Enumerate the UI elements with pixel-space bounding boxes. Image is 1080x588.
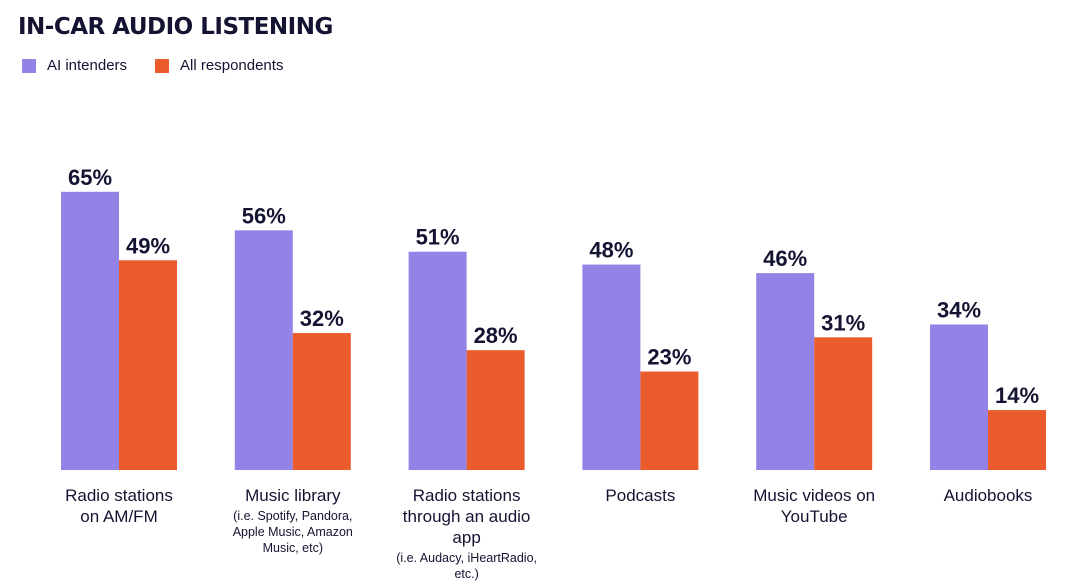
legend-swatch-ai-intenders [22,58,36,73]
data-label-ai-intenders-music-videos-on-youtube: 46% [763,246,807,271]
bar-all-respondents-music-library [292,333,351,470]
data-label-ai-intenders-radio-stations-through-an-audio-app: 51% [416,225,460,250]
category-label-radio-stations-through-an-audio-app: Radio stations through an audio app (i.e.… [392,485,542,582]
bar-ai-intenders-radio-stations-through-an-audio-app [408,251,467,470]
bar-ai-intenders-podcasts [582,264,641,470]
category-label-music-library: Music library (i.e. Spotify, Pandora, App… [223,485,363,556]
category-note: (i.e. Spotify, Pandora, Apple Music, Ama… [232,509,353,555]
category-name: Podcasts [605,486,676,505]
data-label-ai-intenders-audiobooks: 34% [937,297,981,322]
legend-label-all-respondents: All respondents [180,57,284,74]
category-name: Audiobooks [943,486,1033,505]
bar-ai-intenders-music-videos-on-youtube [756,273,815,470]
chart-title: IN-CAR AUDIO LISTENING [18,14,333,40]
category-name: Music videos on YouTube [753,486,876,526]
category-name: Radio stations through an audio app [402,486,531,547]
legend: AI intenders All respondents [22,57,311,74]
category-label-audiobooks: Audiobooks [928,485,1048,506]
data-label-all-respondents-radio-stations-through-an-audio-app: 28% [474,323,518,348]
category-name: Radio stations on AM/FM [65,486,173,526]
legend-swatch-all-respondents [155,58,170,73]
category-label-podcasts: Podcasts [580,485,700,506]
data-label-all-respondents-podcasts: 23% [647,345,691,370]
bar-all-respondents-podcasts [640,371,699,470]
bar-ai-intenders-audiobooks [930,324,988,470]
data-label-ai-intenders-podcasts: 48% [589,238,633,263]
data-label-all-respondents-radio-stations-on-am-fm: 49% [126,233,170,258]
data-label-ai-intenders-music-library: 56% [242,203,286,228]
data-label-all-respondents-music-library: 32% [300,306,344,331]
category-name: Music library [245,486,341,505]
category-label-radio-stations-on-am-fm: Radio stations on AM/FM [59,485,179,527]
bar-all-respondents-radio-stations-through-an-audio-app [466,350,525,470]
category-label-music-videos-on-youtube: Music videos on YouTube [749,485,879,527]
bar-ai-intenders-music-library [234,230,293,470]
legend-label-ai-intenders: AI intenders [47,57,128,74]
bar-ai-intenders-radio-stations-on-am-fm [61,191,119,471]
legend-item-ai-intenders: AI intenders [22,57,127,74]
data-label-all-respondents-music-videos-on-youtube: 31% [821,310,865,335]
legend-item-all-respondents: All respondents [155,57,283,74]
category-note: (i.e. Audacy, iHeartRadio, etc.) [396,551,537,581]
bar-all-respondents-radio-stations-on-am-fm [119,260,177,470]
data-label-ai-intenders-radio-stations-on-am-fm: 65% [68,165,112,190]
bar-all-respondents-audiobooks [988,410,1046,470]
data-label-all-respondents-audiobooks: 14% [995,383,1039,408]
bar-all-respondents-music-videos-on-youtube [814,337,873,470]
